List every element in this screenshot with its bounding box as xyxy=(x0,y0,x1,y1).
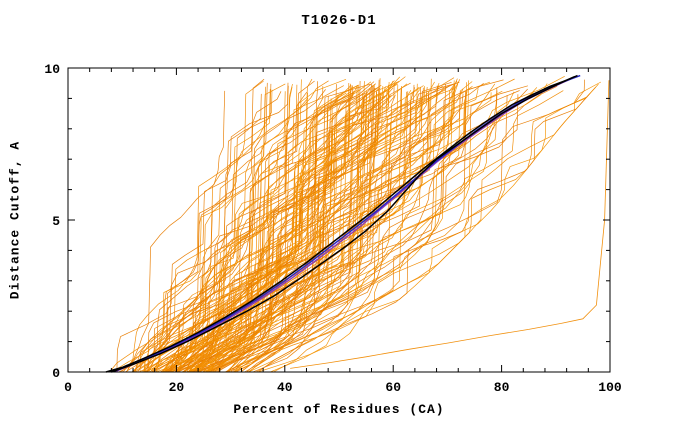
prediction-curve xyxy=(217,83,456,373)
prediction-curve xyxy=(246,85,558,373)
prediction-curve xyxy=(188,83,418,373)
prediction-curve xyxy=(164,88,377,373)
prediction-curve xyxy=(165,85,351,373)
prediction-curve xyxy=(182,91,409,373)
prediction-curve xyxy=(134,86,267,373)
prediction-curve xyxy=(186,86,445,373)
prediction-curve xyxy=(257,79,585,373)
prediction-curve xyxy=(144,81,390,373)
prediction-curve xyxy=(198,83,408,373)
low-outlier-curve xyxy=(290,80,610,369)
prediction-curve xyxy=(230,95,508,373)
prediction-curve xyxy=(142,84,375,373)
x-tick-label: 60 xyxy=(385,380,401,395)
prediction-curve xyxy=(188,83,377,373)
prediction-curve xyxy=(195,76,401,373)
series-model-blue xyxy=(111,74,581,373)
x-tick-label: 20 xyxy=(169,380,185,395)
prediction-curve xyxy=(234,83,496,373)
series-model-black-1 xyxy=(105,75,576,373)
x-tick-label: 40 xyxy=(277,380,293,395)
prediction-curve xyxy=(163,89,420,373)
prediction-curve xyxy=(149,86,324,373)
prediction-curve xyxy=(156,92,381,373)
prediction-curve xyxy=(186,91,407,373)
prediction-curve xyxy=(189,93,427,373)
prediction-curve xyxy=(177,90,380,373)
y-axis-label: Distance Cutoff, A xyxy=(7,140,23,300)
y-tick-label: 0 xyxy=(52,366,60,381)
prediction-curve xyxy=(233,92,534,373)
prediction-curve xyxy=(191,83,484,373)
prediction-curve xyxy=(225,87,498,373)
series-model-black-2 xyxy=(111,74,578,373)
prediction-curve xyxy=(134,82,268,373)
x-tick-label: 100 xyxy=(598,380,622,395)
prediction-curve xyxy=(169,85,384,373)
ensemble-curves xyxy=(109,75,610,373)
prediction-curve xyxy=(244,88,528,373)
prediction-curve xyxy=(190,81,435,373)
prediction-curve xyxy=(135,97,309,373)
axis-frame xyxy=(67,67,611,373)
prediction-curve xyxy=(151,84,337,373)
prediction-curve xyxy=(144,92,308,373)
y-tick-label: 10 xyxy=(44,62,60,77)
prediction-curve xyxy=(240,90,520,373)
chart-title: T1026-D1 xyxy=(301,13,377,29)
prediction-curve xyxy=(192,85,451,373)
x-tick-label: 0 xyxy=(64,380,72,395)
prediction-curve xyxy=(209,85,456,373)
prediction-curve xyxy=(159,83,371,373)
prediction-curve xyxy=(116,82,289,373)
prediction-curve xyxy=(143,84,293,373)
prediction-curve xyxy=(193,82,460,373)
prediction-curve xyxy=(255,90,564,373)
prediction-curve xyxy=(111,89,271,373)
prediction-curve xyxy=(252,94,589,373)
prediction-curve xyxy=(139,91,286,373)
tick-labels: 0 20 40 60 80 100 0 5 10 xyxy=(44,62,622,395)
prediction-curve xyxy=(144,89,326,373)
prediction-curve xyxy=(203,76,406,373)
prediction-curve xyxy=(182,95,365,373)
x-axis-label: Percent of Residues (CA) xyxy=(233,402,445,417)
prediction-curve xyxy=(205,86,473,373)
prediction-curve xyxy=(139,95,329,373)
prediction-curve xyxy=(144,98,332,373)
prediction-curve xyxy=(170,92,354,373)
prediction-curve xyxy=(112,80,315,373)
prediction-curve xyxy=(122,90,226,373)
prediction-curve xyxy=(191,96,422,373)
prediction-curve xyxy=(125,78,265,373)
prediction-curve xyxy=(126,80,264,373)
y-tick-label: 5 xyxy=(52,214,60,229)
prediction-curve xyxy=(177,84,389,373)
prediction-curve xyxy=(149,83,351,373)
x-tick-label: 80 xyxy=(494,380,510,395)
prediction-curve xyxy=(137,81,318,373)
highlighted-series xyxy=(105,74,581,373)
prediction-curve xyxy=(118,83,272,373)
prediction-curve xyxy=(191,92,382,373)
prediction-curve xyxy=(248,86,596,373)
prediction-curve xyxy=(145,91,308,373)
prediction-curve xyxy=(205,79,461,373)
prediction-curve xyxy=(228,90,461,373)
prediction-curve xyxy=(147,85,353,373)
prediction-curve xyxy=(205,87,453,373)
prediction-curve xyxy=(206,80,455,373)
prediction-curve xyxy=(132,91,282,373)
prediction-curve xyxy=(182,86,386,373)
